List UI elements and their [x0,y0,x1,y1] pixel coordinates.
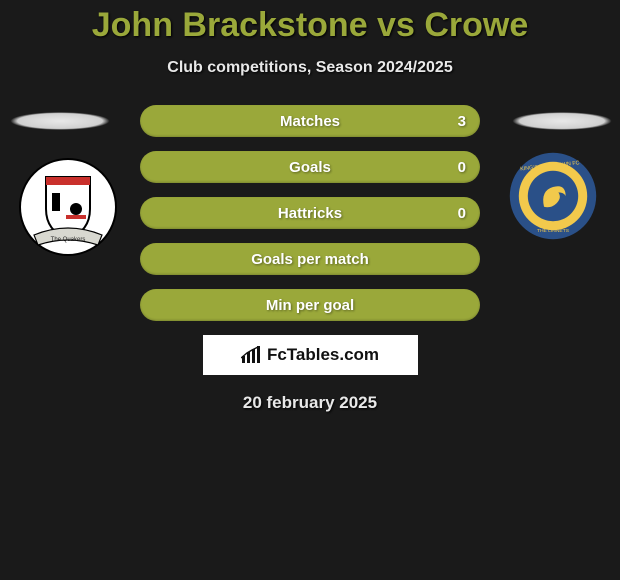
stat-row: Goals per match [140,243,480,275]
stat-label: Min per goal [266,297,354,314]
stat-value-right: 0 [458,205,466,222]
svg-text:The Quakers: The Quakers [51,237,86,243]
bird-crest-icon: KING'S LYNN TOWN FC THE LINNETS [508,151,598,241]
player-marker-left [10,112,110,130]
stat-value-right: 3 [458,113,466,130]
stat-row: Min per goal [140,289,480,321]
brand-attribution: FcTables.com [203,335,418,375]
svg-text:THE LINNETS: THE LINNETS [537,228,570,234]
brand-label: FcTables.com [267,345,379,365]
club-crest-right: KING'S LYNN TOWN FC THE LINNETS [508,151,598,241]
comparison-panel: The Quakers KING'S LYNN TOWN FC THE LINN… [0,105,620,413]
stat-label: Goals per match [251,251,369,268]
stat-row: Hattricks 0 [140,197,480,229]
stat-row: Goals 0 [140,151,480,183]
bar-chart-icon [241,346,263,364]
stat-value-right: 0 [458,159,466,176]
stat-label: Goals [289,159,331,176]
stats-list: Matches 3 Goals 0 Hattricks 0 Goals per … [140,105,480,321]
page-title: John Brackstone vs Crowe [0,0,620,45]
stat-label: Hattricks [278,205,342,222]
date-label: 20 february 2025 [0,393,620,413]
subtitle: Club competitions, Season 2024/2025 [0,59,620,77]
shield-icon: The Quakers [18,157,118,257]
stat-row: Matches 3 [140,105,480,137]
stat-label: Matches [280,113,340,130]
player-marker-right [512,112,612,130]
club-crest-left: The Quakers [18,157,118,257]
